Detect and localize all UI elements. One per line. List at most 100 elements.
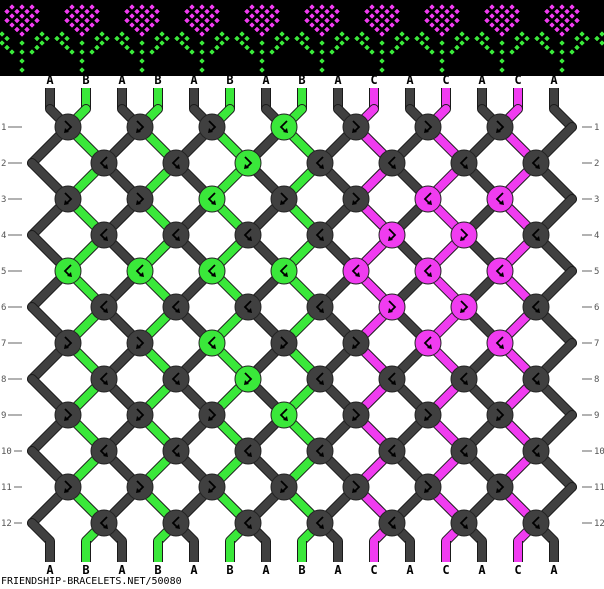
knot[interactable] (162, 437, 190, 465)
knot[interactable] (234, 149, 262, 177)
preview-cell (8, 12, 16, 20)
knot[interactable] (378, 509, 406, 537)
knot[interactable] (450, 437, 478, 465)
knot[interactable] (486, 329, 514, 357)
knot[interactable] (486, 185, 514, 213)
knot[interactable] (270, 185, 298, 213)
knot[interactable] (414, 257, 442, 285)
knot[interactable] (414, 185, 442, 213)
knot[interactable] (54, 113, 82, 141)
knot[interactable] (414, 401, 442, 429)
knot[interactable] (270, 257, 298, 285)
knot[interactable] (378, 221, 406, 249)
preview-cell (93, 8, 101, 15)
backward-forward-arrow-icon (279, 120, 288, 133)
knot[interactable] (522, 437, 550, 465)
knot[interactable] (306, 437, 334, 465)
knot[interactable] (270, 113, 298, 141)
knot[interactable] (90, 293, 118, 321)
knot[interactable] (270, 401, 298, 429)
knot[interactable] (270, 473, 298, 501)
knot[interactable] (378, 365, 406, 393)
knot[interactable] (486, 473, 514, 501)
knot[interactable] (522, 509, 550, 537)
preview-cell (143, 26, 151, 33)
knot[interactable] (234, 293, 262, 321)
row-number-left: 4 (1, 231, 6, 241)
knot-circle (234, 221, 262, 249)
backward-forward-arrow-icon (495, 192, 504, 205)
knot[interactable] (126, 185, 154, 213)
knot[interactable] (126, 113, 154, 141)
knot[interactable] (306, 221, 334, 249)
knot[interactable] (342, 185, 370, 213)
knot[interactable] (306, 149, 334, 177)
knot[interactable] (126, 257, 154, 285)
knot[interactable] (378, 437, 406, 465)
knot[interactable] (90, 365, 118, 393)
knot[interactable] (306, 509, 334, 537)
knot[interactable] (126, 473, 154, 501)
knot[interactable] (162, 365, 190, 393)
knot[interactable] (414, 473, 442, 501)
knot[interactable] (198, 257, 226, 285)
knot[interactable] (234, 509, 262, 537)
knot[interactable] (486, 257, 514, 285)
knot[interactable] (234, 365, 262, 393)
knot[interactable] (90, 437, 118, 465)
knot[interactable] (450, 149, 478, 177)
knot[interactable] (342, 473, 370, 501)
knot[interactable] (126, 329, 154, 357)
knot[interactable] (90, 149, 118, 177)
knot[interactable] (378, 149, 406, 177)
knot[interactable] (54, 257, 82, 285)
knot[interactable] (270, 329, 298, 357)
knot[interactable] (162, 509, 190, 537)
knot[interactable] (450, 365, 478, 393)
knot[interactable] (234, 221, 262, 249)
knot[interactable] (522, 149, 550, 177)
knot[interactable] (342, 401, 370, 429)
knot[interactable] (162, 221, 190, 249)
knot[interactable] (54, 401, 82, 429)
knot[interactable] (90, 509, 118, 537)
forward-backward-arrow-icon (352, 192, 361, 205)
knot[interactable] (450, 293, 478, 321)
preview-cell (38, 30, 46, 38)
preview-cell (513, 35, 521, 42)
knot[interactable] (198, 329, 226, 357)
knot[interactable] (198, 473, 226, 501)
knot[interactable] (342, 113, 370, 141)
preview-cell (278, 39, 286, 47)
knot[interactable] (522, 221, 550, 249)
knot-circle (486, 329, 514, 357)
knot[interactable] (486, 113, 514, 141)
knot[interactable] (342, 329, 370, 357)
knot[interactable] (234, 437, 262, 465)
knot[interactable] (522, 293, 550, 321)
knot[interactable] (378, 293, 406, 321)
knot[interactable] (342, 257, 370, 285)
knot[interactable] (162, 149, 190, 177)
knot[interactable] (198, 113, 226, 141)
knot[interactable] (198, 401, 226, 429)
knot[interactable] (162, 293, 190, 321)
knot[interactable] (450, 509, 478, 537)
knot[interactable] (414, 113, 442, 141)
preview-cell (318, 3, 326, 11)
backward-forward-arrow-icon (423, 264, 432, 277)
knot[interactable] (306, 293, 334, 321)
knot[interactable] (54, 185, 82, 213)
knot[interactable] (486, 401, 514, 429)
knot[interactable] (198, 185, 226, 213)
knot[interactable] (90, 221, 118, 249)
preview-cell (508, 21, 516, 29)
knot[interactable] (306, 365, 334, 393)
knot[interactable] (126, 401, 154, 429)
knot[interactable] (522, 365, 550, 393)
knot[interactable] (54, 329, 82, 357)
preview-cell (193, 26, 201, 33)
knot[interactable] (414, 329, 442, 357)
knot[interactable] (54, 473, 82, 501)
knot[interactable] (450, 221, 478, 249)
